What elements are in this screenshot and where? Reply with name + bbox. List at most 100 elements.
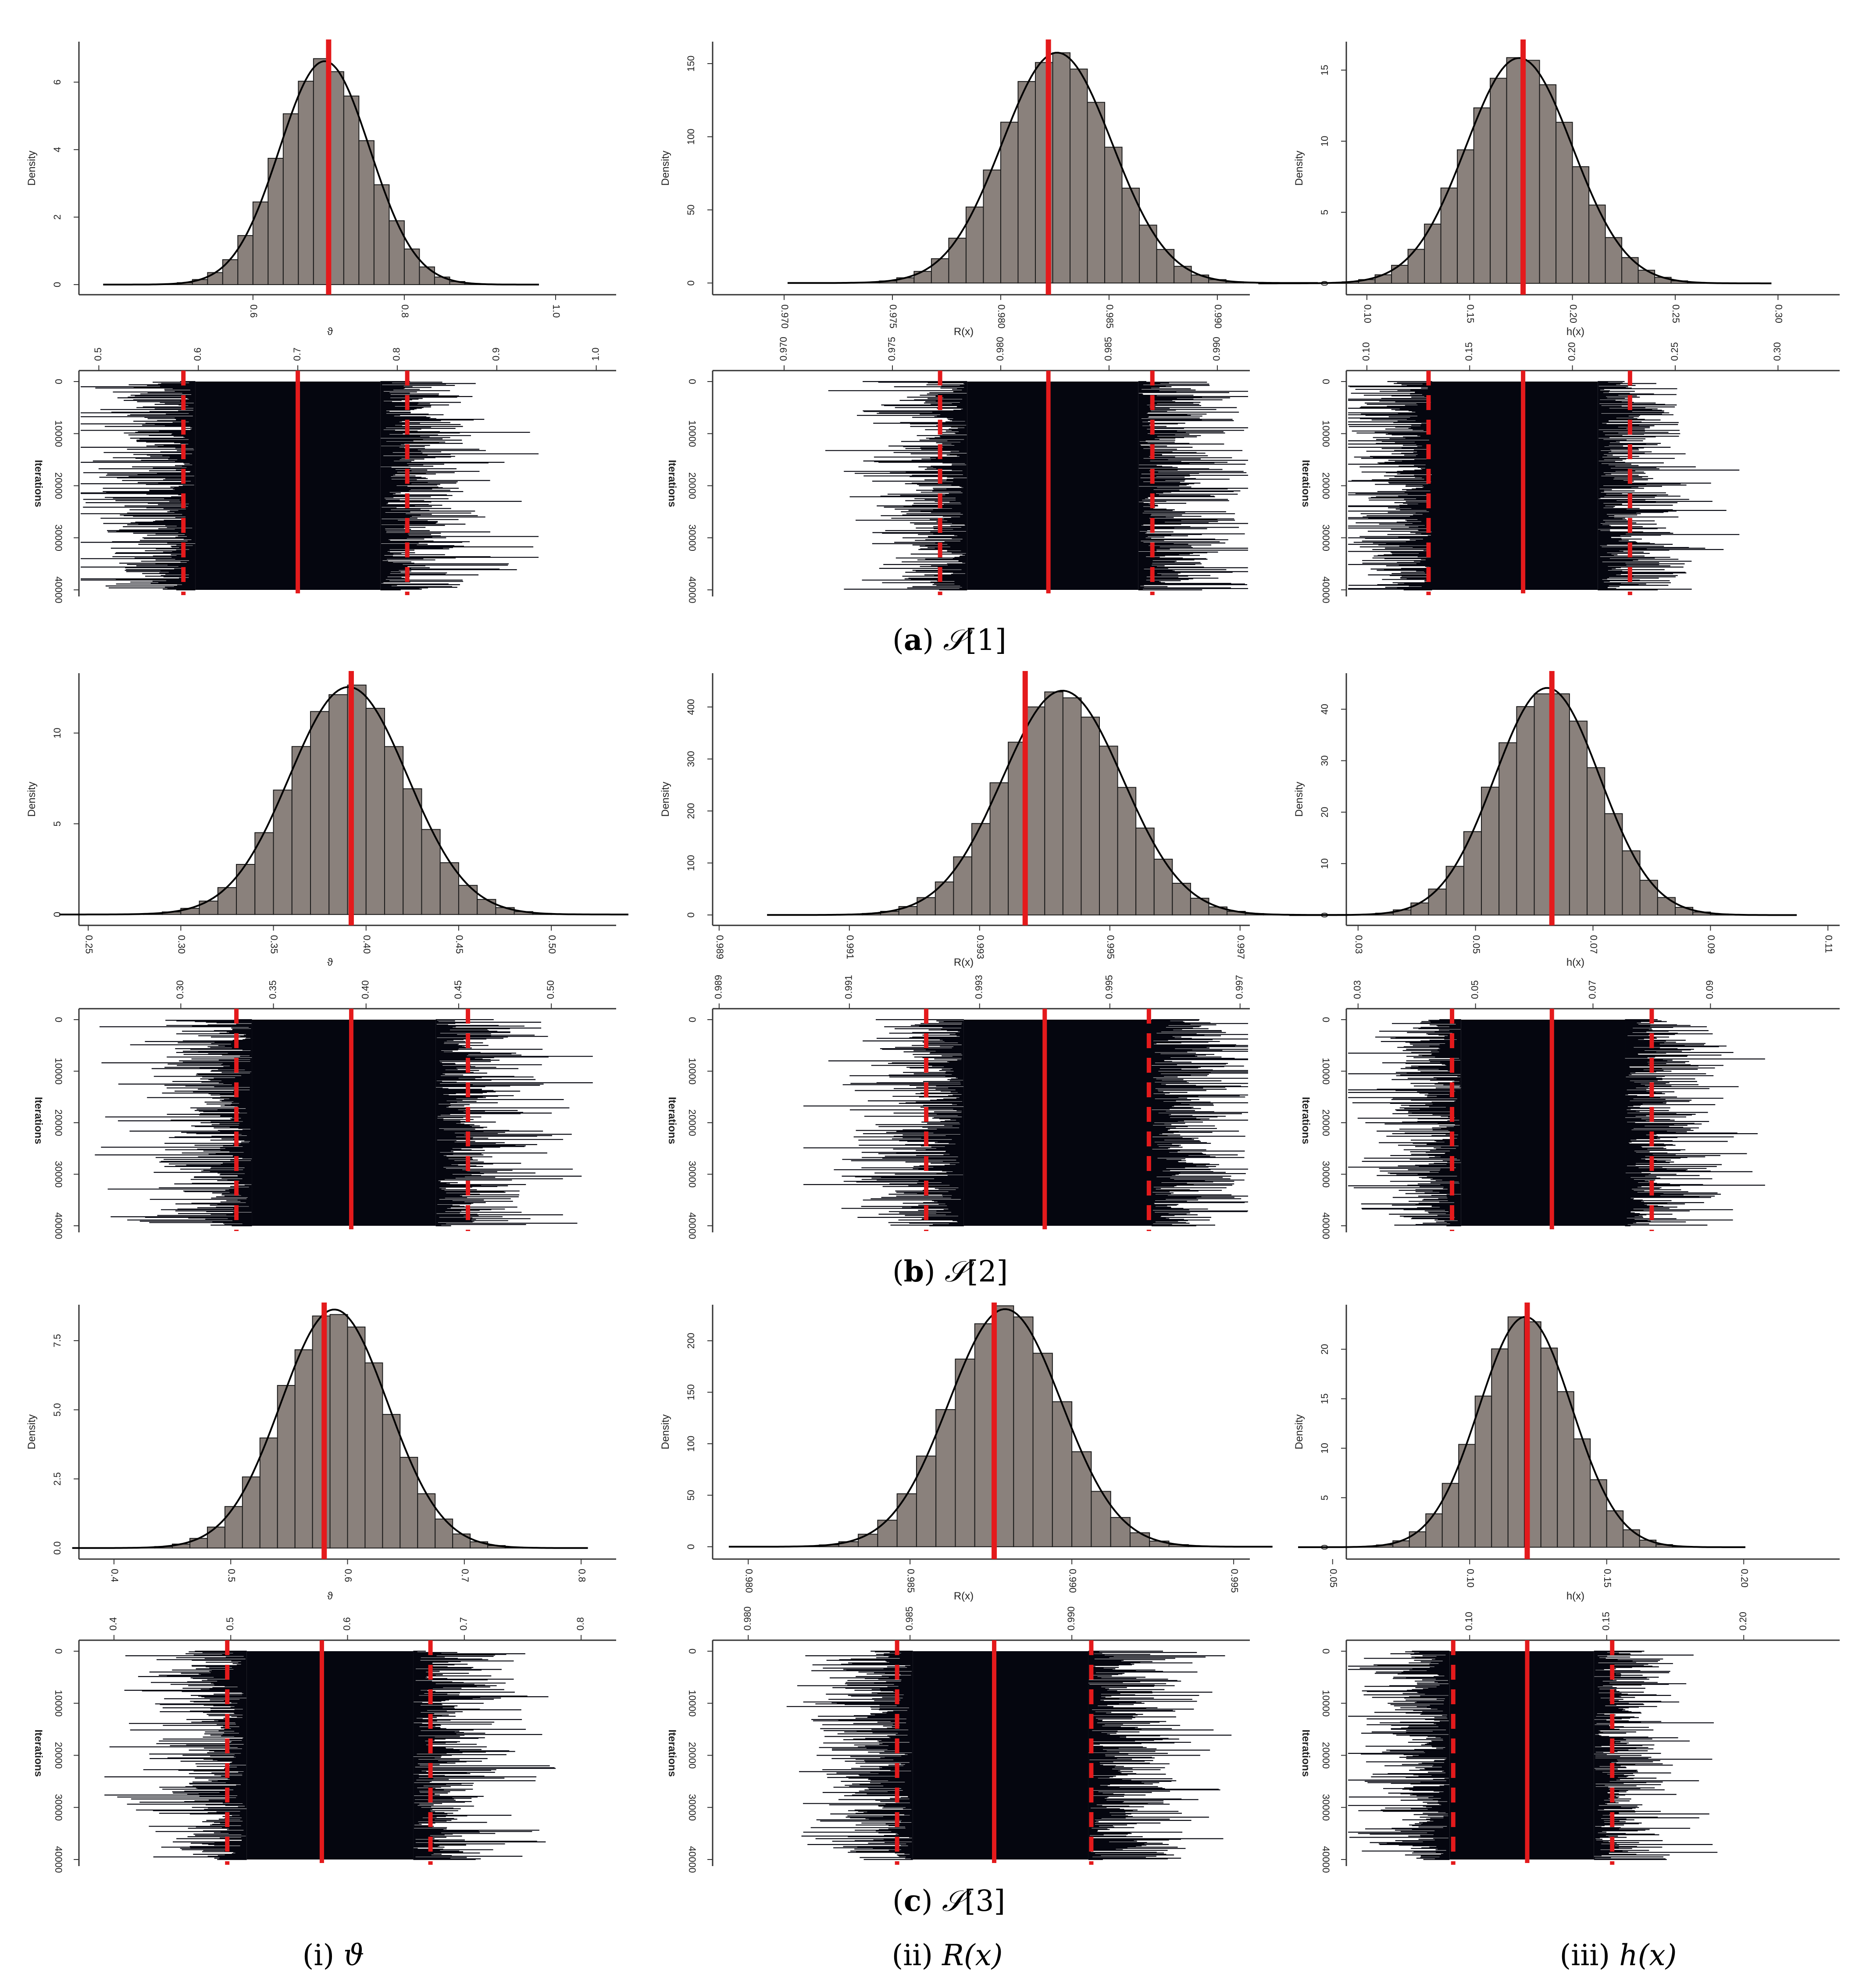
y-tick-label: 150 xyxy=(685,56,696,72)
histogram-bar xyxy=(294,1349,313,1549)
x-tick-label: 0.09 xyxy=(1706,935,1717,954)
histogram-bar xyxy=(1590,1479,1607,1548)
density-curve xyxy=(767,689,1349,916)
trace-panel-b-iii: 0.03 0.05 0.07 0.09 0 10000 20000 30000 40000 Ite… xyxy=(1300,980,1840,1239)
trace-right-excursions xyxy=(413,1650,556,1860)
trace-x-tick-label: 0.4 xyxy=(108,1617,119,1631)
trace-panel-c-i: 0.4 0.5 0.6 0.7 0.8 0 10000 20000 30000 40000 Iter… xyxy=(32,1617,616,1873)
column-caption-ii: (ii) R(x) xyxy=(892,1938,1003,1972)
histogram-bar xyxy=(1099,746,1118,916)
trace-x-tick-label: 0.45 xyxy=(453,980,464,999)
y-axis-label: Density xyxy=(660,1414,671,1449)
y-tick-label: 10 xyxy=(1319,1443,1330,1453)
histogram-bar xyxy=(282,113,299,285)
y-tick-label: 10 xyxy=(1319,136,1330,146)
x-tick-label: 0.45 xyxy=(454,935,465,954)
y-tick-label: 5 xyxy=(1319,1495,1330,1500)
x-tick-label: 0.997 xyxy=(1235,935,1246,959)
histogram-bar xyxy=(994,1305,1014,1547)
y-tick-label: 10 xyxy=(1319,858,1330,869)
y-tick-label: 0 xyxy=(685,1544,696,1549)
histogram-bar xyxy=(1523,60,1540,284)
y-tick-label: 0.0 xyxy=(52,1541,63,1555)
trace-y-tick-label: 30000 xyxy=(53,525,64,551)
trace-y-tick-label: 10000 xyxy=(1320,420,1331,447)
trace-x-tick-label: 0.10 xyxy=(1361,342,1372,361)
histogram-bar xyxy=(312,1315,331,1549)
y-axis-label: Density xyxy=(26,150,38,186)
trace-y-axis-label: Iterations xyxy=(1300,460,1312,507)
trace-left-excursions xyxy=(786,1650,913,1860)
column-caption-ii-symbol: R(x) xyxy=(942,1938,1003,1972)
trace-y-tick-label: 40000 xyxy=(687,1846,698,1873)
trace-y-tick-label: 40000 xyxy=(1320,1212,1331,1239)
x-tick-label: 0.970 xyxy=(779,304,790,328)
trace-x-tick-label: 0.03 xyxy=(1352,980,1363,999)
histogram-bar xyxy=(1573,1438,1591,1548)
x-axis-label: h(x) xyxy=(1566,1590,1584,1602)
y-tick-label: 300 xyxy=(685,751,696,767)
histogram-bar xyxy=(328,694,348,915)
x-tick-label: 0.975 xyxy=(888,304,899,328)
trace-x-tick-label: 0.40 xyxy=(360,980,371,999)
y-tick-label: 20 xyxy=(1319,807,1330,817)
x-tick-label: 0.980 xyxy=(743,1569,754,1593)
histogram-bar xyxy=(983,169,1001,284)
histogram-panel-b-ii: 0 100 200 300 400 0.989 0.991 0.993 0.995 0.997 R(… xyxy=(660,671,1349,968)
histogram-bar xyxy=(1391,264,1409,284)
histogram-panel-a-i: 0 2 4 6 0.6 0.8 1.0 ϑ Density xyxy=(26,39,616,338)
trace-x-tick-label: 0.6 xyxy=(341,1617,352,1631)
density-curve xyxy=(1258,57,1772,285)
x-axis-label: h(x) xyxy=(1566,957,1584,968)
y-axis-label: Density xyxy=(1293,1414,1305,1449)
row-caption-b-symbol: 𝒮 xyxy=(944,1255,967,1288)
histogram-bar xyxy=(343,95,360,285)
trace-y-tick-label: 30000 xyxy=(1320,525,1331,551)
histogram-bar xyxy=(1129,1532,1150,1547)
y-axis-label: Density xyxy=(26,782,38,817)
trace-x-tick-label: 0.15 xyxy=(1601,1612,1612,1631)
histogram-bar xyxy=(439,862,459,915)
trace-core xyxy=(195,382,381,590)
histogram-bar xyxy=(955,1358,975,1547)
density-curve xyxy=(728,1308,1273,1548)
y-tick-label: 40 xyxy=(1319,704,1330,714)
histogram-bar xyxy=(917,897,936,916)
trace-x-tick-label: 0.995 xyxy=(1104,975,1115,999)
x-tick-label: 0.25 xyxy=(1670,304,1681,323)
histogram-bar xyxy=(1623,1529,1640,1548)
column-caption-i-symbol: ϑ xyxy=(343,1938,364,1972)
y-tick-label: 100 xyxy=(685,1436,696,1452)
x-tick-label: 0.05 xyxy=(1328,1569,1339,1588)
x-tick-label: 0.980 xyxy=(996,304,1007,328)
trace-left-excursions xyxy=(95,1019,252,1227)
y-tick-label: 50 xyxy=(685,204,696,215)
histogram-bar xyxy=(329,1314,348,1549)
trace-panel-a-i: 0.5 0.6 0.7 0.8 0.9 1.0 0 10000 20000 30000 40000 I… xyxy=(32,347,616,603)
trace-x-tick-label: 0.985 xyxy=(904,1606,915,1631)
trace-y-tick-label: 20000 xyxy=(1320,472,1331,499)
trace-x-tick-label: 0.990 xyxy=(1066,1606,1077,1631)
x-tick-label: 0.990 xyxy=(1213,304,1224,328)
trace-left-excursions xyxy=(81,381,196,591)
trace-y-axis-label: Iterations xyxy=(666,1729,678,1777)
histogram-bar xyxy=(931,258,949,284)
density-curve xyxy=(59,686,628,916)
y-tick-label: 2.5 xyxy=(52,1472,63,1486)
y-tick-label: 5 xyxy=(1319,210,1330,215)
x-tick-label: 0.25 xyxy=(83,935,94,954)
density-curve xyxy=(103,60,539,286)
histogram-bar xyxy=(1491,1348,1509,1548)
trace-y-tick-label: 0 xyxy=(53,1649,64,1654)
trace-y-tick-label: 40000 xyxy=(53,1212,64,1239)
histogram-bar xyxy=(417,1493,436,1549)
x-tick-label: 0.20 xyxy=(1568,304,1579,323)
trace-right-excursions xyxy=(435,1019,593,1227)
column-caption-i: (i) ϑ xyxy=(302,1938,364,1972)
trace-core xyxy=(252,1020,436,1226)
y-tick-label: 150 xyxy=(685,1384,696,1400)
histogram-bar xyxy=(1557,1391,1574,1548)
histogram-bar xyxy=(1506,57,1524,284)
trace-right-excursions xyxy=(1625,1019,1765,1227)
trace-right-excursions xyxy=(1598,381,1740,591)
